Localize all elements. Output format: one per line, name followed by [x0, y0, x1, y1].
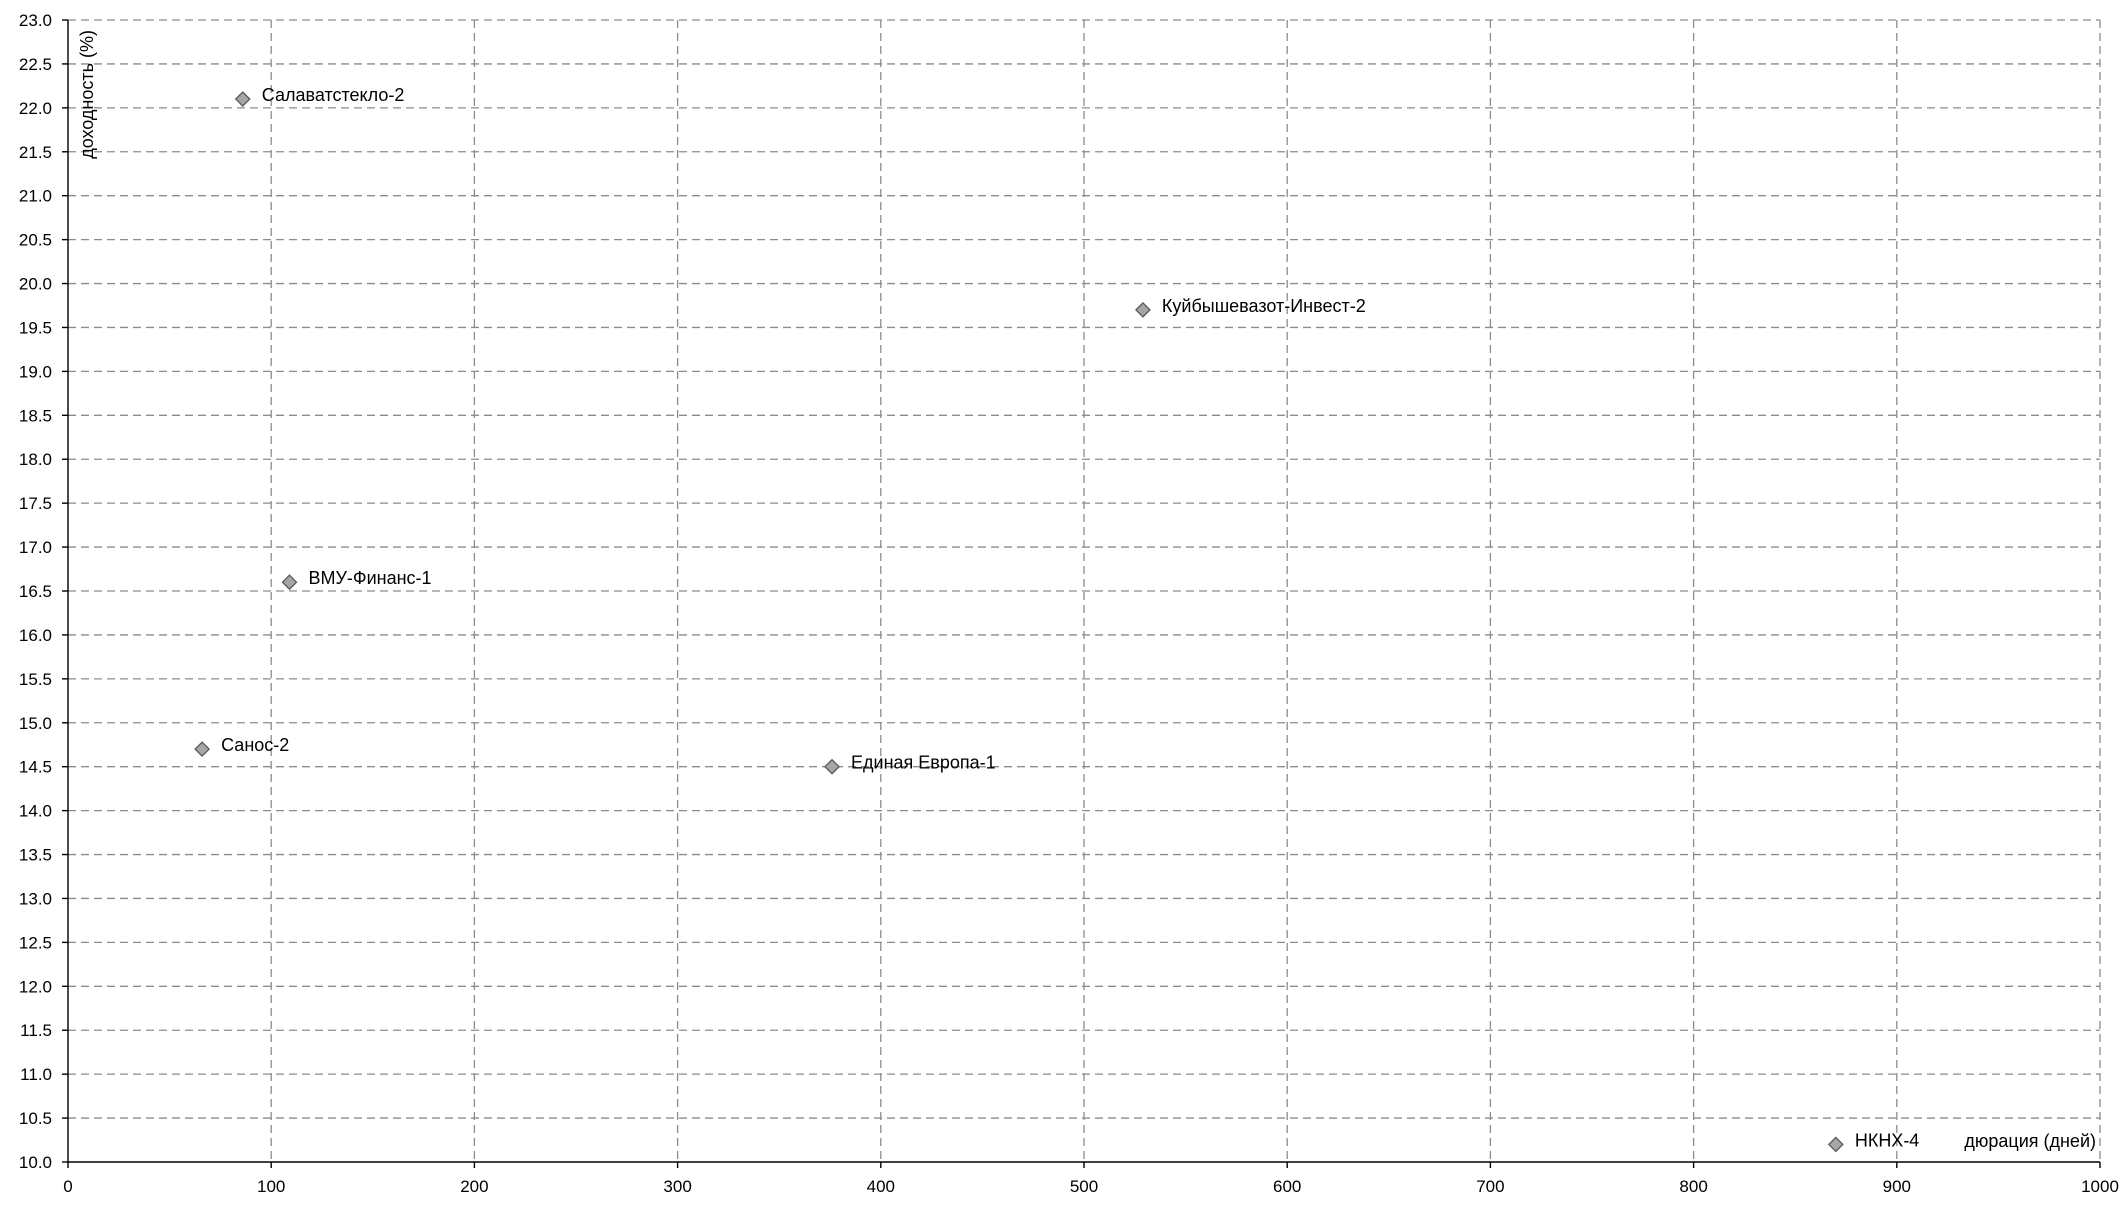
x-tick-label: 500: [1070, 1177, 1098, 1196]
data-point-marker: [1135, 301, 1151, 318]
y-tick-label: 12.5: [19, 933, 52, 952]
y-tick-label: 21.5: [19, 143, 52, 162]
y-tick-label: 11.0: [20, 1065, 52, 1084]
data-point-marker: [824, 758, 840, 775]
y-tick-label: 11.5: [20, 1021, 52, 1040]
data-point-marker: [234, 91, 251, 107]
y-tick-label: 20.0: [19, 275, 52, 294]
y-tick-label: 15.5: [19, 670, 52, 689]
x-tick-label: 300: [663, 1177, 691, 1196]
y-tick-label: 14.0: [19, 802, 52, 821]
x-tick-label: 900: [1883, 1177, 1911, 1196]
y-tick-label: 13.5: [19, 846, 52, 865]
data-point-label: Санос-2: [221, 735, 289, 755]
x-tick-label: 100: [257, 1177, 285, 1196]
data-point-marker: [1827, 1136, 1844, 1153]
y-tick-label: 20.5: [19, 231, 52, 250]
x-tick-label: 800: [1679, 1177, 1707, 1196]
data-point-label: Куйбышевазот-Инвест-2: [1162, 296, 1366, 316]
y-tick-label: 13.0: [19, 889, 52, 908]
y-tick-label: 15.0: [19, 714, 52, 733]
data-point-label: Салаватстекло-2: [262, 85, 405, 105]
x-tick-label: 200: [460, 1177, 488, 1196]
y-tick-label: 10.5: [19, 1109, 52, 1128]
y-tick-label: 18.5: [19, 406, 52, 425]
y-tick-label: 23.0: [19, 11, 52, 30]
grid-layer: [68, 19, 2101, 1162]
y-tick-label: 10.0: [19, 1153, 52, 1172]
y-tick-label: 22.5: [19, 55, 52, 74]
point-layer: Салаватстекло-2 Куйбышевазот-Инвест-2 ВМУ-…: [194, 85, 1920, 1153]
x-axis-title: дюрация (дней): [1964, 1131, 2096, 1151]
y-tick-label: 18.0: [19, 450, 52, 469]
y-tick-label: 16.0: [19, 626, 52, 645]
y-tick-label: 19.5: [19, 318, 52, 337]
tick-layer: 10.0 10.5 11.0 11.5 12.0 12.5 13.0 13.5 14.0 14.5…: [19, 11, 2119, 1196]
y-tick-label: 21.0: [19, 187, 52, 206]
x-tick-label: 600: [1273, 1177, 1301, 1196]
x-tick-label: 700: [1476, 1177, 1504, 1196]
y-tick-label: 12.0: [19, 977, 52, 996]
data-point-marker: [194, 741, 211, 758]
data-point-label: НКНХ-4: [1855, 1130, 1920, 1150]
y-tick-label: 19.0: [19, 362, 52, 381]
y-tick-label: 16.5: [19, 582, 52, 601]
y-axis-title: доходность (%): [77, 30, 97, 159]
data-point-label: Единая Европа-1: [851, 753, 996, 773]
x-tick-label: 0: [63, 1177, 72, 1196]
data-point-marker: [281, 574, 298, 591]
y-tick-label: 22.0: [19, 99, 52, 118]
y-tick-label: 14.5: [19, 758, 52, 777]
data-point-label: ВМУ-Финанс-1: [308, 568, 431, 588]
y-tick-label: 17.0: [19, 538, 52, 557]
y-tick-label: 17.5: [19, 494, 52, 513]
x-tick-label: 400: [867, 1177, 895, 1196]
x-tick-label: 1000: [2081, 1177, 2119, 1196]
